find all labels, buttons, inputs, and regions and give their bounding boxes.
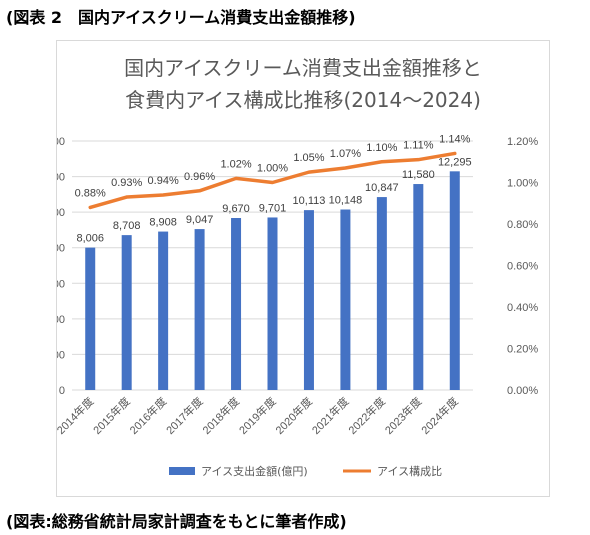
chart-frame: 国内アイスクリーム消費支出金額推移と 食費内アイス構成比推移(2014～2024)… (56, 40, 550, 497)
line-data-label: 0.93% (111, 177, 142, 189)
y-right-tick-label: 0.60% (507, 261, 538, 273)
combo-chart: 国内アイスクリーム消費支出金額推移と食費内アイス構成比推移(2014～2024)… (57, 56, 538, 478)
legend-label-line: アイス構成比 (377, 465, 442, 478)
bar (231, 218, 242, 390)
x-category-label: 2021年度 (309, 394, 352, 437)
x-category-label: 2020年度 (272, 394, 315, 437)
x-category-label: 2024年度 (418, 394, 461, 437)
line-data-label: 1.07% (330, 148, 361, 160)
bar (194, 229, 205, 390)
bar-data-label: 9,047 (186, 214, 214, 226)
figure-heading: (図表 2 国内アイスクリーム消費支出金額推移) (6, 8, 356, 27)
bar-data-label: 9,701 (259, 202, 287, 214)
y-left-tick-label: 10,000 (57, 207, 65, 219)
y-right-tick-label: 0.80% (507, 219, 538, 231)
x-category-label: 2018年度 (199, 394, 242, 437)
y-left-tick-label: 6,000 (57, 278, 65, 290)
bar (413, 184, 424, 390)
x-category-label: 2014年度 (57, 394, 96, 437)
bar-data-label: 12,295 (438, 156, 472, 168)
y-left-tick-label: 0 (59, 385, 65, 397)
bar (376, 197, 387, 390)
bar-data-label: 8,708 (113, 220, 141, 232)
x-category-label: 2019年度 (236, 394, 279, 437)
bar (121, 235, 132, 390)
y-right-tick-label: 0.00% (507, 385, 538, 397)
line-data-label: 0.88% (75, 187, 106, 199)
line-data-label: 1.14% (439, 133, 470, 145)
y-left-tick-label: 12,000 (57, 172, 65, 184)
y-right-tick-label: 0.40% (507, 302, 538, 314)
line-series (88, 151, 457, 210)
x-category-label: 2017年度 (163, 394, 206, 437)
x-category-label: 2022年度 (345, 394, 388, 437)
line-data-label: 0.94% (148, 175, 179, 187)
line-data-label: 1.10% (366, 142, 397, 154)
x-category-label: 2023年度 (382, 394, 425, 437)
y-left-tick-label: 2,000 (57, 349, 65, 361)
legend-swatch-bar (169, 467, 195, 475)
chart-title-line: 食費内アイス構成比推移(2014～2024) (125, 88, 481, 112)
y-right-tick-label: 1.20% (507, 136, 538, 148)
bar (449, 171, 460, 390)
bar (267, 217, 278, 390)
y-left-tick-label: 4,000 (57, 314, 65, 326)
y-right-tick-label: 1.00% (507, 178, 538, 190)
bar-data-label: 8,006 (76, 233, 104, 245)
chart-title-line: 国内アイスクリーム消費支出金額推移と (124, 56, 482, 80)
line-data-label: 0.96% (184, 171, 215, 183)
bar (85, 247, 96, 390)
y-left-tick-label: 14,000 (57, 136, 65, 148)
y-left-tick-label: 8,000 (57, 243, 65, 255)
bar (158, 231, 169, 390)
y-right-tick-label: 0.20% (507, 344, 538, 356)
bar (340, 209, 351, 390)
legend-label-bar: アイス支出金額(億円) (201, 464, 308, 478)
line-data-label: 1.00% (257, 163, 288, 175)
bar-data-label: 10,148 (329, 195, 363, 207)
x-category-label: 2016年度 (126, 394, 169, 437)
bar-data-label: 10,113 (293, 195, 326, 207)
bar-data-label: 10,847 (365, 182, 399, 194)
bar-data-label: 9,670 (222, 203, 250, 215)
line-data-label: 1.02% (220, 158, 251, 170)
x-category-label: 2015年度 (90, 394, 133, 437)
bar (303, 210, 314, 390)
bar-data-label: 11,580 (402, 169, 435, 181)
bar-data-label: 8,908 (149, 217, 177, 229)
line-data-label: 1.11% (403, 140, 434, 152)
line-data-label: 1.05% (293, 152, 324, 164)
figure-source-note: (図表:総務省統計局家計調査をもとに筆者作成) (6, 512, 347, 531)
